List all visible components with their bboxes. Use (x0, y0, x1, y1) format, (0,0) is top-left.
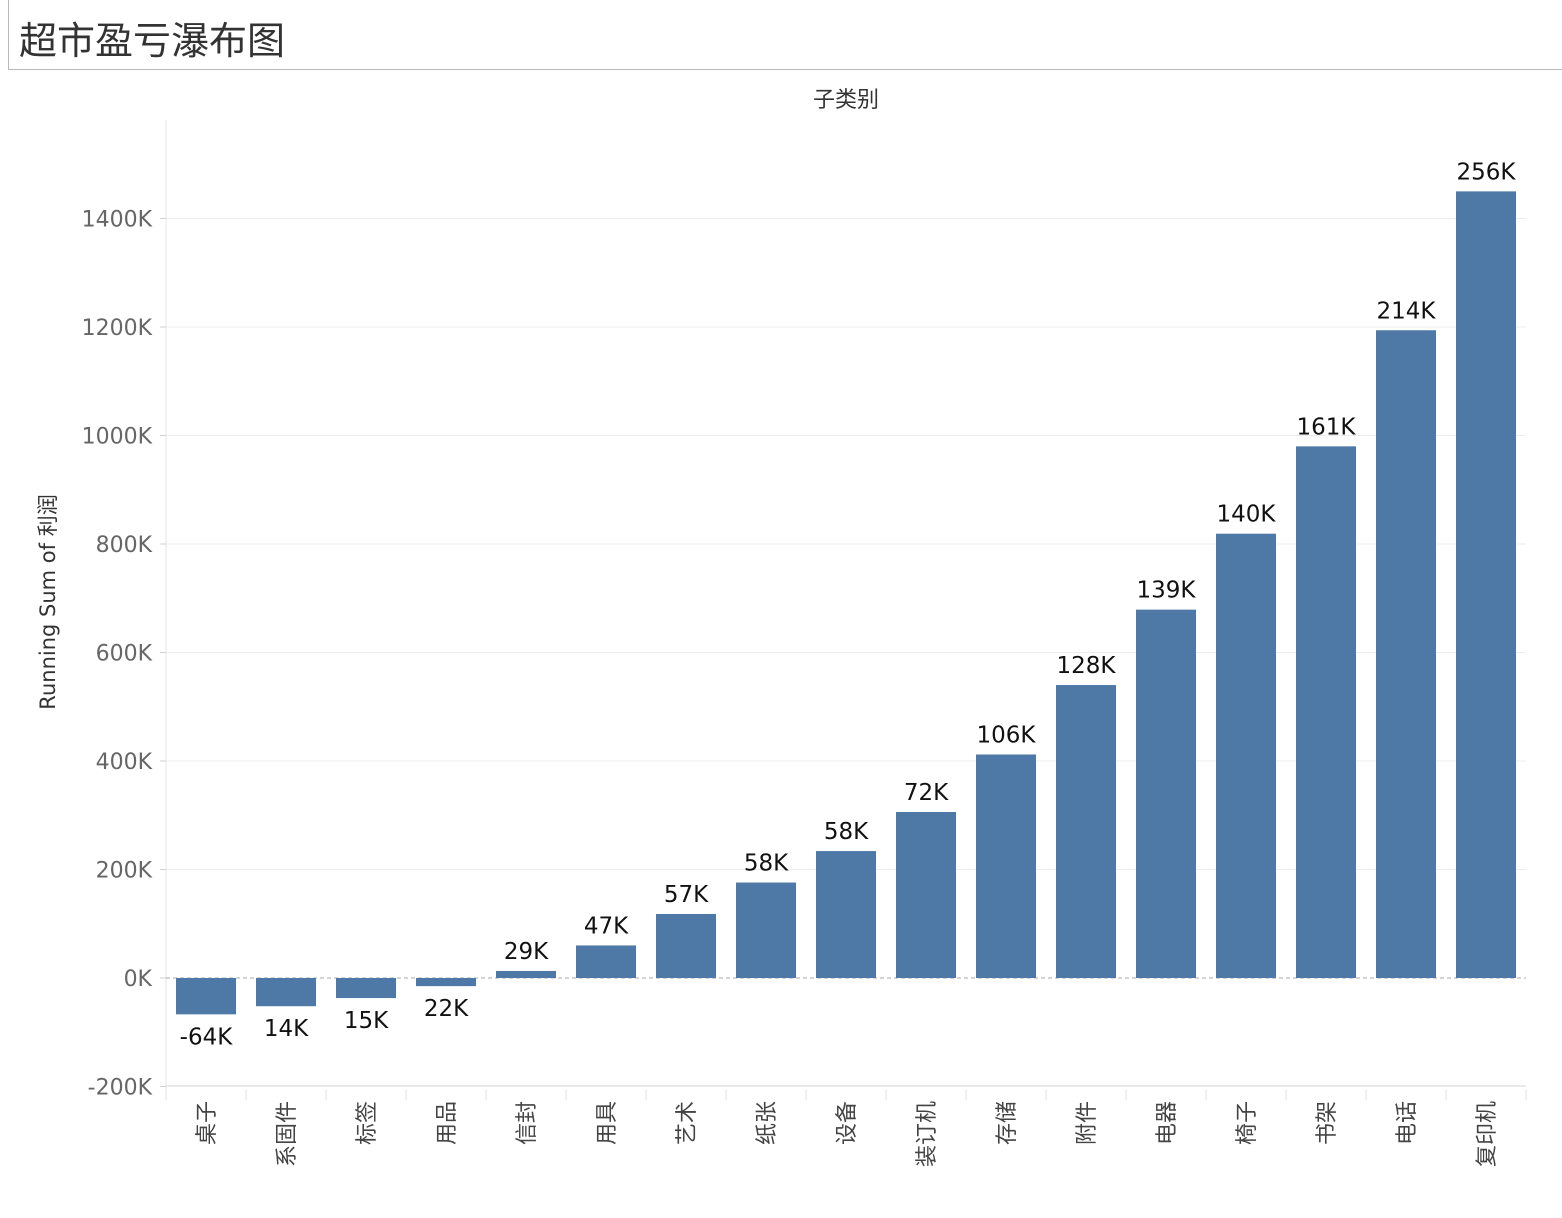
data-label: 139K (1137, 578, 1197, 604)
x-tick-label: 设备 (835, 1101, 860, 1145)
y-tick-label: 1400K (82, 208, 153, 233)
y-axis-ticks: -200K 0K 200K 400K 600K 800K 1000K 1200K 1400K (82, 208, 166, 1101)
bar[interactable] (1136, 609, 1196, 978)
x-tick-label: 艺术 (675, 1101, 700, 1145)
y-tick-label: 400K (96, 750, 153, 775)
bar[interactable] (256, 978, 316, 1007)
data-label: 47K (584, 913, 629, 939)
x-tick-label: 标签 (355, 1101, 380, 1145)
x-tick-label: 信封 (515, 1101, 540, 1145)
x-tick-label: 装订机 (915, 1101, 940, 1167)
data-label: 58K (824, 819, 869, 845)
x-tick-label: 桌子 (195, 1101, 220, 1145)
data-labels: -64K 14K 15K 22K 29K 47K 57K 58K 58K 72K 106K 128K 1… (180, 159, 1517, 1050)
bar[interactable] (1056, 685, 1116, 978)
data-label: 22K (424, 996, 469, 1022)
data-label: -64K (180, 1024, 234, 1050)
x-tick-label: 存储 (995, 1101, 1020, 1145)
data-label: 106K (977, 722, 1037, 748)
x-tick-label: 附件 (1075, 1101, 1100, 1145)
y-tick-label: 1000K (82, 425, 153, 450)
bar[interactable] (1296, 446, 1356, 979)
data-label: 140K (1217, 502, 1277, 528)
x-axis-title: 子类别 (813, 88, 879, 113)
x-tick-label: 纸张 (755, 1101, 780, 1145)
bar[interactable] (336, 978, 396, 999)
data-label: 14K (264, 1016, 309, 1042)
x-tick-label: 椅子 (1235, 1101, 1260, 1145)
x-tick-label: 复印机 (1475, 1101, 1500, 1167)
y-axis-title: Running Sum of 利润 (36, 494, 60, 709)
bar[interactable] (1456, 191, 1516, 978)
x-tick-label: 系固件 (275, 1101, 300, 1167)
data-label: 128K (1057, 653, 1117, 679)
bar[interactable] (816, 851, 876, 978)
bars (176, 191, 1516, 1015)
x-tick-label: 书架 (1315, 1101, 1340, 1145)
data-label: 57K (664, 882, 709, 908)
x-tick-label: 用具 (595, 1101, 620, 1145)
y-tick-label: 0K (124, 967, 153, 992)
bar[interactable] (1376, 330, 1436, 978)
bar[interactable] (576, 945, 636, 978)
data-label: 29K (504, 939, 549, 965)
y-tick-label: 1200K (82, 316, 153, 341)
y-tick-label: 200K (96, 859, 153, 884)
bar[interactable] (896, 811, 956, 978)
y-tick-label: -200K (88, 1076, 153, 1101)
bar[interactable] (656, 913, 716, 978)
bar[interactable] (736, 882, 796, 978)
bar[interactable] (416, 978, 476, 987)
data-label: 256K (1457, 159, 1517, 185)
bar[interactable] (1216, 533, 1276, 978)
x-tick-label: 用品 (435, 1101, 460, 1145)
x-axis-ticks: 桌子 系固件 标签 用品 信封 用具 艺术 纸张 设备 装订机 存储 附件 电器 椅子 书架 电话 复印机 (165, 1090, 1527, 1167)
page-title: 超市盈亏瀑布图 (19, 19, 286, 63)
x-tick-label: 电器 (1155, 1101, 1180, 1145)
y-tick-label: 600K (96, 642, 153, 667)
data-label: 72K (904, 780, 949, 806)
bar[interactable] (976, 754, 1036, 978)
data-label: 161K (1297, 414, 1357, 440)
x-tick-label: 电话 (1395, 1101, 1420, 1145)
data-label: 58K (744, 851, 789, 877)
title-bar: 超市盈亏瀑布图 (8, 0, 1562, 70)
y-tick-label: 800K (96, 533, 153, 558)
data-label: 214K (1377, 298, 1437, 324)
bar[interactable] (176, 978, 236, 1015)
data-label: 15K (344, 1008, 389, 1034)
bar[interactable] (496, 970, 556, 978)
